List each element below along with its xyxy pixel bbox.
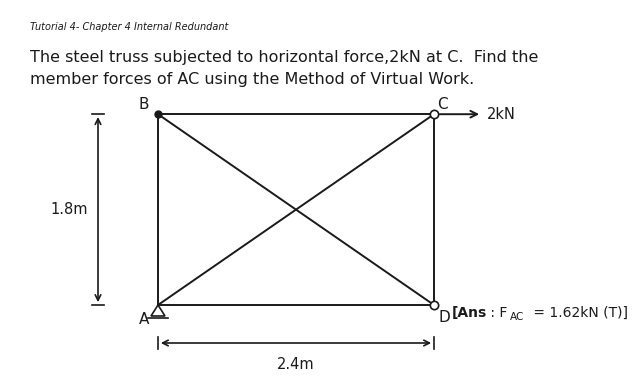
Text: Tutorial 4- Chapter 4 Internal Redundant: Tutorial 4- Chapter 4 Internal Redundant	[30, 22, 228, 32]
Text: A: A	[139, 312, 149, 327]
Text: B: B	[139, 97, 149, 112]
Text: D: D	[438, 310, 450, 325]
Text: member forces of AC using the Method of Virtual Work.: member forces of AC using the Method of …	[30, 72, 474, 87]
Text: 2.4m: 2.4m	[277, 357, 315, 372]
Text: : F: : F	[486, 306, 508, 320]
Text: [Ans: [Ans	[452, 306, 487, 320]
Text: 2kN: 2kN	[487, 107, 516, 122]
Text: AC: AC	[510, 312, 524, 322]
Text: 1.8m: 1.8m	[51, 202, 88, 217]
Text: The steel truss subjected to horizontal force,2kN at C.  Find the: The steel truss subjected to horizontal …	[30, 50, 538, 65]
Text: = 1.62kN (T)]: = 1.62kN (T)]	[529, 306, 628, 320]
Text: C: C	[436, 97, 447, 112]
